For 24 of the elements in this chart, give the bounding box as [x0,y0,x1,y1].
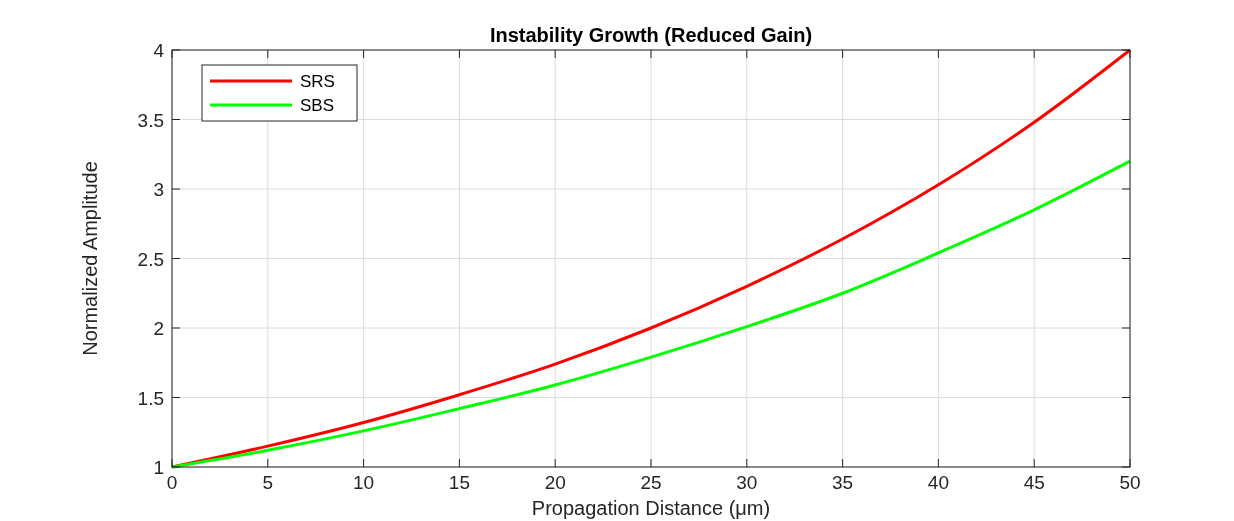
x-tick-label: 40 [927,472,949,493]
x-tick-label: 50 [1119,472,1141,493]
y-axis-title: Normalized Amplitude [79,161,101,356]
y-tick-label: 3.5 [137,109,164,131]
y-tick-label: 4 [153,40,165,61]
y-tick-label: 1.5 [137,387,164,409]
x-tick-label: 35 [832,472,854,493]
x-tick-label: 20 [544,472,566,493]
legend-label: SRS [300,72,335,91]
y-tick-label: 2 [153,318,164,339]
x-axis-title: Propagation Distance (μm) [531,497,771,519]
x-tick-label: 45 [1023,472,1045,493]
chart-title: Instability Growth (Reduced Gain) [489,24,813,46]
y-tick-label: 2.5 [137,248,164,270]
legend-label: SBS [300,96,335,115]
x-tick-label: 10 [353,472,375,493]
x-tick-label: 15 [448,472,470,493]
y-tick-label: 3 [153,179,164,200]
x-tick-label: 0 [166,472,178,493]
x-tick-label: 5 [262,472,274,493]
x-tick-label: 30 [736,472,758,493]
x-tick-label: 25 [640,472,662,493]
line-series [170,48,1132,469]
y-tick-label: 1 [153,457,164,478]
